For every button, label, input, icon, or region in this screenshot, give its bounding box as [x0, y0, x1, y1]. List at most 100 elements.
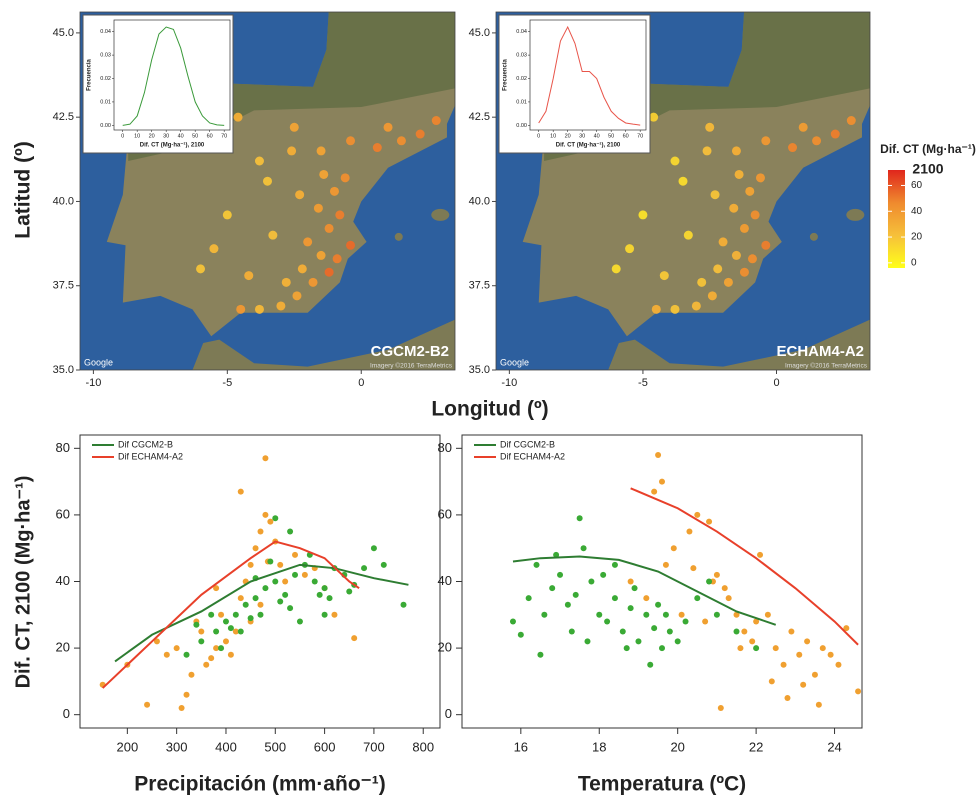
site-point — [295, 190, 305, 200]
site-point — [313, 203, 323, 213]
site-point — [415, 129, 425, 139]
data-point — [800, 681, 807, 688]
data-point — [733, 611, 740, 618]
data-point — [213, 628, 220, 635]
y-tick-label: 35.0 — [469, 364, 490, 376]
data-point — [843, 625, 850, 632]
site-point — [383, 122, 393, 132]
y-tick-label: 0.01 — [100, 99, 111, 105]
site-point — [798, 122, 808, 132]
colorbar-tick-label: 0 — [911, 257, 917, 268]
legend-label: Dif CGCM2-B — [118, 439, 173, 449]
data-point — [706, 578, 713, 585]
site-point — [670, 156, 680, 166]
site-point — [287, 146, 297, 156]
y-tick-label: 35.0 — [53, 364, 74, 376]
y-tick-label: 80 — [438, 440, 452, 455]
site-point — [324, 267, 334, 277]
x-axis-title: Longitud (º) — [431, 398, 548, 421]
data-point — [643, 611, 650, 618]
data-point — [237, 595, 244, 602]
data-point — [287, 528, 294, 535]
x-tick-label: 500 — [264, 739, 286, 754]
data-point — [183, 691, 190, 698]
data-point — [144, 701, 151, 708]
data-point — [173, 645, 180, 652]
data-point — [252, 595, 259, 602]
x-tick-label: 16 — [514, 739, 528, 754]
data-point — [380, 561, 387, 568]
legend-label: Dif ECHAM4-A2 — [118, 451, 183, 461]
data-point — [796, 651, 803, 658]
site-point — [750, 210, 760, 220]
data-point — [631, 585, 638, 592]
data-point — [227, 651, 234, 658]
site-point — [396, 136, 406, 146]
data-point — [835, 661, 842, 668]
data-point — [262, 455, 269, 462]
data-point — [553, 551, 560, 558]
y-tick-label: 0 — [63, 706, 70, 721]
site-point — [244, 271, 254, 281]
x-tick-label: -10 — [501, 377, 517, 389]
x-tick-label: 40 — [594, 133, 600, 139]
x-tick-label: 300 — [166, 739, 188, 754]
data-point — [604, 618, 611, 625]
data-point — [819, 645, 826, 652]
data-point — [788, 628, 795, 635]
x-tick-label: 60 — [623, 133, 629, 139]
site-point — [236, 304, 246, 314]
data-point — [287, 605, 294, 612]
site-point — [739, 223, 749, 233]
site-point — [324, 223, 334, 233]
site-point — [697, 277, 707, 287]
inset-plot-area — [113, 19, 231, 131]
y-tick-label: 37.5 — [469, 280, 490, 292]
site-point — [670, 304, 680, 314]
data-point — [572, 591, 579, 598]
data-point — [619, 628, 626, 635]
data-point — [659, 478, 665, 485]
site-point — [431, 116, 441, 126]
data-point — [749, 638, 756, 645]
site-point — [659, 271, 669, 281]
y-tick-label: 45.0 — [469, 27, 490, 39]
inset-plot-area — [529, 19, 647, 131]
imagery-credit: Imagery ©2016 TerraMetrics — [785, 362, 868, 370]
y-axis-title: Frecuencia — [87, 58, 93, 90]
plot-frame — [79, 11, 456, 371]
x-axis-title: Precipitación (mm·año⁻¹) — [134, 773, 385, 796]
data-point — [549, 585, 556, 592]
data-point — [218, 645, 225, 652]
site-point — [372, 143, 382, 153]
y-tick-label: 40 — [438, 573, 452, 588]
data-point — [670, 545, 677, 552]
data-point — [326, 595, 333, 602]
data-point — [804, 638, 811, 645]
density-line — [122, 26, 225, 126]
data-point — [321, 585, 328, 592]
data-point — [627, 605, 634, 612]
data-point — [218, 611, 225, 618]
inset-frame — [498, 14, 651, 154]
data-point — [725, 595, 732, 602]
data-point — [188, 671, 195, 678]
data-point — [257, 601, 264, 608]
data-point — [237, 488, 244, 495]
data-point — [292, 571, 299, 578]
data-point — [564, 601, 571, 608]
data-point — [537, 651, 544, 658]
data-point — [277, 561, 284, 568]
x-tick-label: 70 — [637, 133, 643, 139]
data-point — [784, 695, 791, 702]
site-point — [292, 291, 302, 301]
data-point — [242, 601, 249, 608]
data-point — [780, 661, 787, 668]
site-point — [316, 250, 326, 260]
site-point — [319, 169, 329, 179]
data-point — [203, 661, 210, 668]
data-point — [400, 601, 407, 608]
data-point — [811, 671, 818, 678]
data-point — [213, 585, 220, 592]
